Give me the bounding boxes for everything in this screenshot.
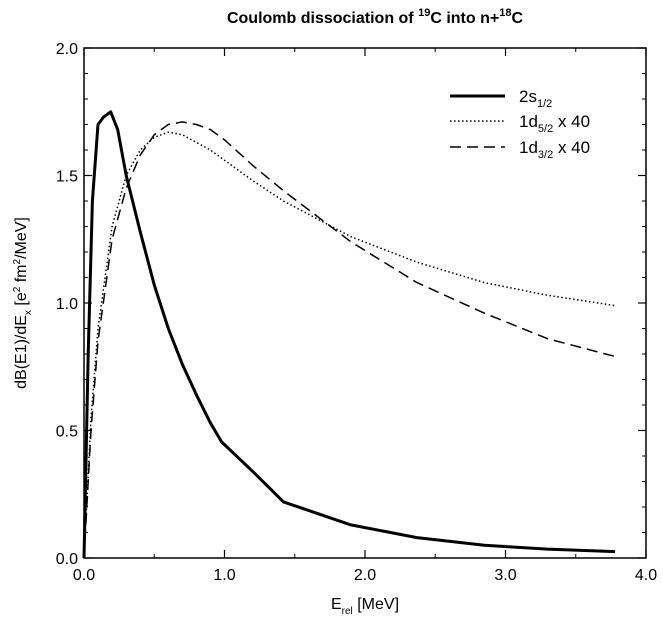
x-tick-label: 4.0 (635, 567, 657, 584)
curve-2s12 (82, 110, 616, 559)
y-axis-title-part3: fm (13, 264, 30, 286)
y-axis-title: dB(E1)/dEx [e2 fm2/MeV] (12, 217, 34, 389)
y-axis-title-sup2: 2 (12, 258, 23, 264)
legend-label-1d32: 1d3/2 x 40 (519, 138, 590, 161)
y-axis-title-sup1: 2 (12, 286, 23, 292)
curves (82, 110, 616, 559)
y-tick-label: 1.5 (56, 169, 78, 186)
x-axis-title-main: E (331, 596, 342, 613)
x-tick-label: 3.0 (494, 567, 516, 584)
legend-1d52-main: 1d (519, 112, 538, 131)
legend-1d32-main: 1d (519, 138, 538, 157)
legend-1d32-rest: x 40 (553, 138, 590, 157)
legend: 2s1/2 1d5/2 x 40 1d3/2 x 40 (450, 87, 590, 161)
x-axis-title-rest: [MeV] (353, 596, 399, 613)
title-isotope1-symbol: C (430, 10, 442, 27)
legend-label-2s12: 2s1/2 (519, 87, 552, 110)
y-axis-title-part4: /MeV] (13, 217, 30, 259)
x-axis-title-sub: rel (342, 606, 353, 617)
y-axis-title-sub: x (23, 310, 34, 315)
x-tick-label: 1.0 (213, 567, 235, 584)
y-tick-label: 0.5 (56, 424, 78, 441)
y-tick-label: 2.0 (56, 41, 78, 58)
chart-title: Coulomb dissociation of 19C into n+18C (227, 7, 524, 27)
y-tick-label: 1.0 (56, 296, 78, 313)
title-isotope2-symbol: C (511, 10, 523, 27)
x-axis-title: Erel [MeV] (331, 596, 399, 617)
legend-1d52-sub: 5/2 (538, 123, 553, 135)
legend-2s12-main: 2s (519, 87, 537, 106)
legend-1d32-sub: 3/2 (538, 149, 553, 161)
y-tick-label: 0.0 (56, 551, 78, 568)
y-axis-title-part1: dB(E1)/dE (13, 315, 30, 389)
curve-1d52 (83, 131, 616, 559)
curve-1d32 (83, 121, 616, 559)
y-axis-title-part2: [e (13, 292, 30, 310)
title-isotope2-mass: 18 (499, 7, 511, 19)
x-tick-label: 0.0 (73, 567, 95, 584)
axis-ticks: 0.0 1.0 2.0 3.0 4.0 0.0 0.5 1.0 1.5 2.0 (56, 41, 657, 584)
x-tick-label: 2.0 (354, 567, 376, 584)
title-middle: into n+ (442, 10, 499, 27)
legend-label-1d52: 1d5/2 x 40 (519, 112, 590, 135)
legend-1d52-rest: x 40 (553, 112, 590, 131)
title-prefix: Coulomb dissociation of (227, 10, 418, 27)
title-isotope1-mass: 19 (418, 7, 430, 19)
legend-2s12-sub: 1/2 (537, 98, 552, 110)
